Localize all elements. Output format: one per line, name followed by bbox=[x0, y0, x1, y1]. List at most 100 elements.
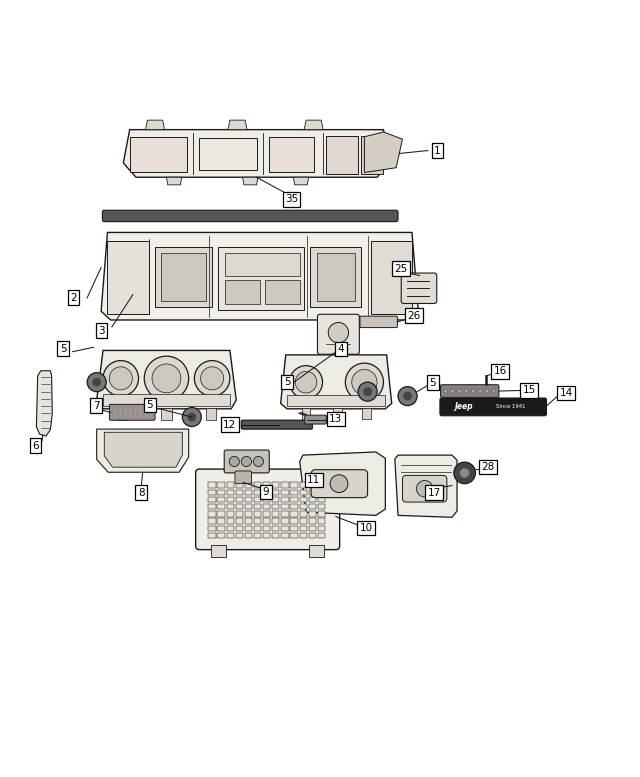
Bar bbox=[308, 497, 316, 502]
Circle shape bbox=[417, 480, 433, 497]
Bar bbox=[206, 407, 216, 420]
Bar bbox=[263, 526, 270, 531]
Text: 13: 13 bbox=[329, 414, 342, 424]
Bar bbox=[291, 533, 298, 538]
Bar bbox=[272, 511, 280, 517]
Circle shape bbox=[460, 469, 469, 477]
Bar bbox=[254, 511, 261, 517]
Bar bbox=[317, 253, 355, 301]
Bar bbox=[291, 504, 298, 510]
Bar bbox=[161, 253, 206, 301]
Circle shape bbox=[295, 371, 317, 393]
Text: Jeep: Jeep bbox=[454, 402, 473, 411]
Bar bbox=[272, 526, 280, 531]
Bar bbox=[308, 483, 316, 488]
Bar bbox=[245, 518, 252, 524]
FancyBboxPatch shape bbox=[196, 469, 340, 549]
Polygon shape bbox=[300, 452, 385, 515]
Bar bbox=[272, 504, 280, 510]
Bar bbox=[254, 504, 261, 510]
Text: 5: 5 bbox=[60, 343, 67, 354]
Text: 5: 5 bbox=[284, 377, 291, 387]
FancyBboxPatch shape bbox=[360, 316, 397, 328]
Bar bbox=[308, 518, 316, 524]
Bar bbox=[211, 545, 226, 557]
Polygon shape bbox=[364, 132, 403, 172]
Bar bbox=[218, 483, 225, 488]
Bar bbox=[227, 483, 234, 488]
Bar bbox=[269, 138, 314, 172]
Circle shape bbox=[478, 389, 482, 393]
Bar bbox=[272, 490, 280, 495]
Bar bbox=[300, 483, 307, 488]
Polygon shape bbox=[243, 177, 258, 185]
Bar bbox=[209, 511, 216, 517]
Bar bbox=[272, 497, 280, 502]
Bar bbox=[308, 511, 316, 517]
Bar bbox=[225, 280, 260, 304]
FancyBboxPatch shape bbox=[440, 398, 547, 416]
Bar bbox=[200, 138, 257, 169]
Bar bbox=[282, 504, 289, 510]
Bar bbox=[287, 395, 385, 406]
Bar bbox=[209, 533, 216, 538]
Bar bbox=[282, 483, 289, 488]
Bar bbox=[310, 247, 361, 307]
Bar bbox=[291, 497, 298, 502]
Polygon shape bbox=[97, 429, 189, 472]
Text: 35: 35 bbox=[285, 194, 298, 204]
Bar bbox=[371, 241, 412, 314]
Bar bbox=[318, 497, 325, 502]
Bar bbox=[218, 247, 304, 311]
Text: 10: 10 bbox=[360, 523, 373, 533]
Bar bbox=[254, 518, 261, 524]
Bar bbox=[309, 545, 324, 557]
Bar bbox=[291, 511, 298, 517]
Bar bbox=[318, 504, 325, 510]
Bar bbox=[291, 483, 298, 488]
Bar bbox=[209, 490, 216, 495]
Circle shape bbox=[253, 456, 264, 466]
FancyBboxPatch shape bbox=[109, 404, 155, 420]
FancyBboxPatch shape bbox=[241, 420, 312, 429]
Bar bbox=[291, 518, 298, 524]
Bar bbox=[218, 511, 225, 517]
Circle shape bbox=[465, 389, 468, 393]
Bar bbox=[263, 497, 270, 502]
Bar bbox=[218, 497, 225, 502]
Circle shape bbox=[182, 407, 202, 427]
Circle shape bbox=[109, 367, 132, 390]
Bar bbox=[130, 138, 187, 172]
Circle shape bbox=[330, 475, 348, 493]
Circle shape bbox=[144, 356, 189, 401]
Polygon shape bbox=[104, 432, 182, 467]
Polygon shape bbox=[281, 355, 392, 409]
Bar bbox=[362, 407, 371, 419]
Bar bbox=[227, 497, 234, 502]
Text: 15: 15 bbox=[523, 385, 536, 395]
Bar bbox=[318, 518, 325, 524]
Bar bbox=[291, 526, 298, 531]
Bar bbox=[209, 504, 216, 510]
Bar bbox=[282, 526, 289, 531]
Bar bbox=[218, 518, 225, 524]
Text: 11: 11 bbox=[307, 475, 320, 485]
Polygon shape bbox=[228, 120, 247, 130]
Bar bbox=[282, 497, 289, 502]
Text: 28: 28 bbox=[481, 462, 495, 472]
Bar bbox=[333, 407, 342, 419]
Polygon shape bbox=[124, 130, 390, 177]
FancyBboxPatch shape bbox=[102, 211, 398, 221]
Circle shape bbox=[451, 389, 454, 393]
Bar bbox=[265, 280, 300, 304]
Bar bbox=[227, 490, 234, 495]
Text: 4: 4 bbox=[338, 344, 344, 354]
Circle shape bbox=[241, 456, 252, 466]
Polygon shape bbox=[145, 120, 164, 130]
Bar bbox=[282, 533, 289, 538]
Circle shape bbox=[398, 387, 417, 406]
Circle shape bbox=[152, 364, 181, 393]
Circle shape bbox=[200, 367, 224, 390]
Bar bbox=[318, 526, 325, 531]
Circle shape bbox=[195, 361, 230, 396]
